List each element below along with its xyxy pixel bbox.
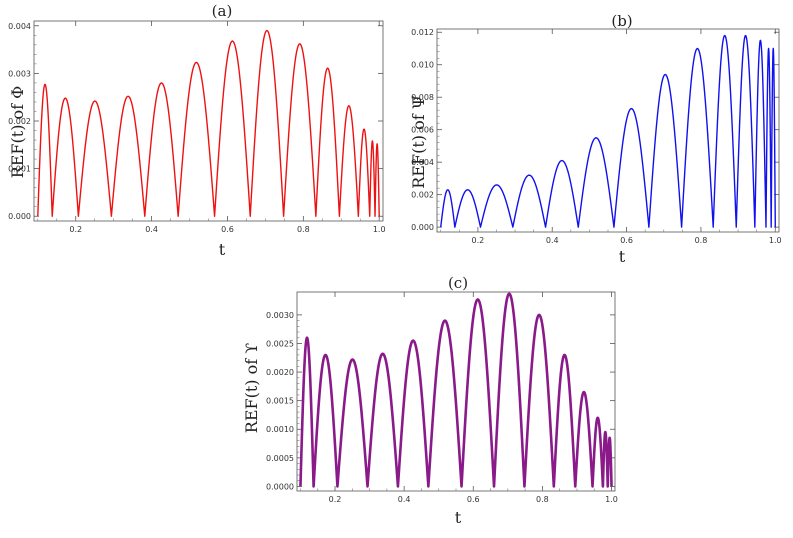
x-tick-label: 0.2 xyxy=(472,236,485,245)
x-tick-label: 0.2 xyxy=(69,225,82,234)
y-tick-label: 0.0025 xyxy=(266,339,294,348)
panel-a-series-line xyxy=(37,29,380,217)
panel-b-frame xyxy=(436,28,780,233)
panel-a-frame xyxy=(33,20,384,222)
x-tick-label: 0.8 xyxy=(297,225,310,234)
panel-a: (a) REF(t) of Φ t 0.2 0.4 0.6 0.8 1.0 0.000 0.… xyxy=(8,2,386,259)
x-tick-label: 0.6 xyxy=(221,225,234,234)
panel-c: (c) REF(t) of ϒ t 0.2 0.4 0.6 0.8 1.0 0.0000 0… xyxy=(242,274,618,527)
panel-b: (b) REF(t) of Ψ t 0.2 0.4 0.6 0.8 1.0 0.000 0.… xyxy=(409,12,782,266)
panel-c-series-line xyxy=(299,292,613,488)
x-tick-label: 0.6 xyxy=(620,236,633,245)
y-tick-label: 0.001 xyxy=(8,165,31,174)
y-tick-label: 0.012 xyxy=(411,28,434,37)
y-tick-label: 0.0030 xyxy=(266,311,294,320)
y-tick-label: 0.0005 xyxy=(266,454,294,463)
panel-b-label: (b) xyxy=(611,12,632,30)
y-tick-label: 0.000 xyxy=(411,223,434,232)
x-tick-label: 0.8 xyxy=(695,236,708,245)
panel-c-ylabel: REF(t) of ϒ xyxy=(242,343,261,433)
panel-a-ylabel: REF(t) of Φ xyxy=(8,86,27,179)
x-tick-label: 0.4 xyxy=(398,495,411,504)
x-tick-label: 0.8 xyxy=(536,495,549,504)
panel-b-xlabel: t xyxy=(619,247,626,266)
y-tick-label: 0.000 xyxy=(8,212,31,221)
y-tick-label: 0.008 xyxy=(411,93,434,102)
x-tick-label: 1.0 xyxy=(769,236,782,245)
panel-a-xlabel: t xyxy=(219,240,226,259)
panel-c-xlabel: t xyxy=(455,508,462,527)
y-tick-label: 0.0015 xyxy=(266,397,294,406)
x-tick-label: 0.6 xyxy=(467,495,480,504)
y-tick-label: 0.0020 xyxy=(266,368,294,377)
x-tick-label: 0.2 xyxy=(329,495,342,504)
y-tick-label: 0.0000 xyxy=(266,482,294,491)
x-tick-label: 0.4 xyxy=(546,236,559,245)
y-tick-label: 0.010 xyxy=(411,61,434,70)
y-tick-label: 0.006 xyxy=(411,126,434,135)
y-tick-label: 0.002 xyxy=(411,191,434,200)
y-tick-label: 0.002 xyxy=(8,117,31,126)
y-tick-label: 0.004 xyxy=(8,22,31,31)
panel-a-label: (a) xyxy=(212,2,233,20)
x-tick-label: 1.0 xyxy=(373,225,386,234)
y-tick-label: 0.003 xyxy=(8,69,31,78)
x-tick-label: 0.4 xyxy=(145,225,158,234)
y-tick-label: 0.004 xyxy=(411,158,434,167)
x-tick-label: 1.0 xyxy=(605,495,618,504)
panel-c-label: (c) xyxy=(448,274,468,292)
panel-b-ylabel: REF(t) of Ψ xyxy=(409,95,428,189)
panel-b-series-line xyxy=(440,34,776,228)
y-tick-label: 0.0010 xyxy=(266,425,294,434)
